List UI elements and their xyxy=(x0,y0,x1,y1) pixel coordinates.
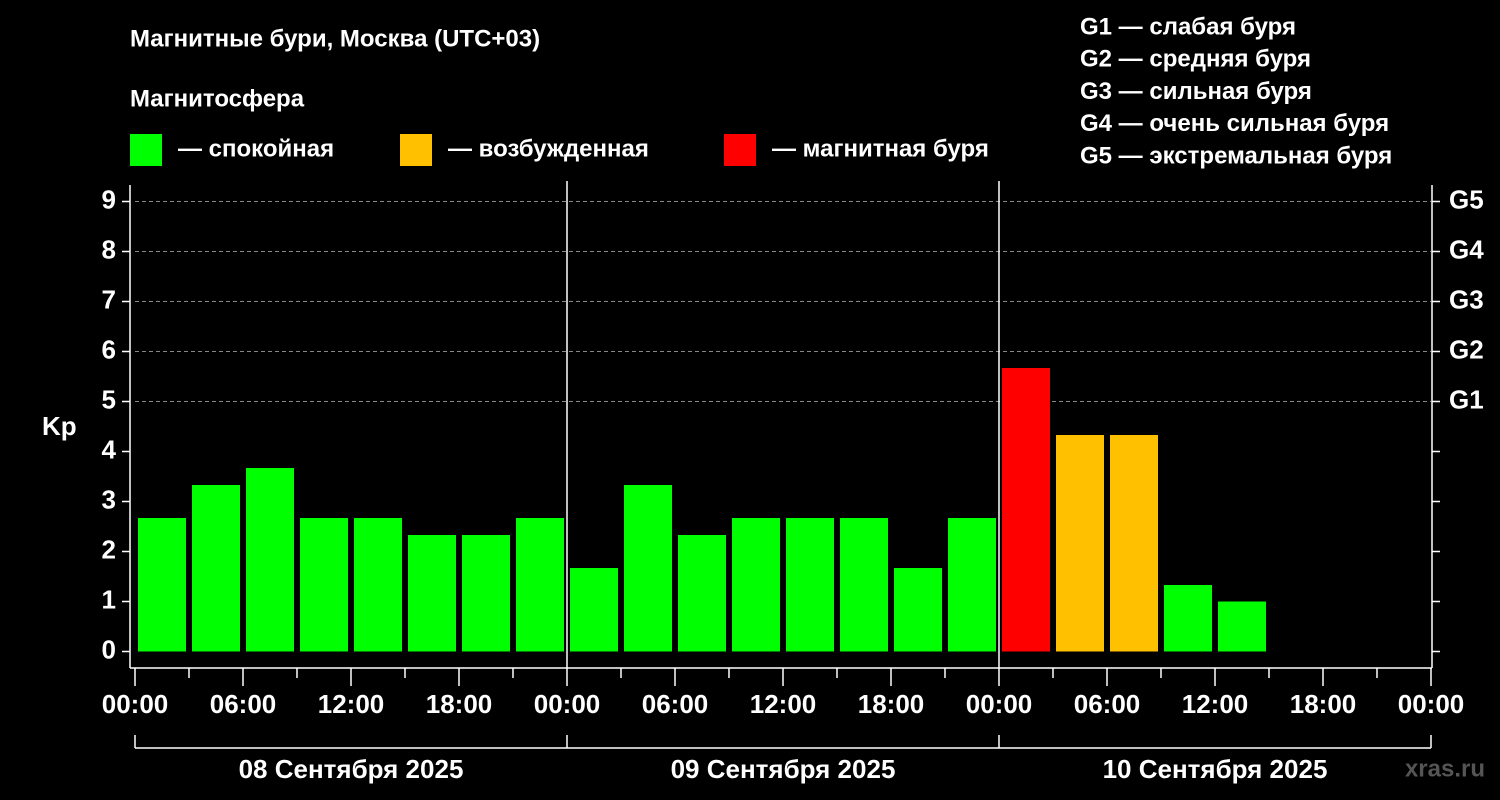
bar xyxy=(354,518,402,652)
bar xyxy=(300,518,348,652)
y-tick-label: 7 xyxy=(102,284,116,314)
y2-tick-label: G5 xyxy=(1449,184,1484,214)
legend-label: — возбужденная xyxy=(448,135,649,162)
day-label: 09 Сентября 2025 xyxy=(671,754,896,784)
bar xyxy=(408,535,456,652)
x-tick-label: 18:00 xyxy=(426,689,493,719)
y-tick-label: 0 xyxy=(102,634,116,664)
bar xyxy=(948,518,996,652)
watermark: xras.ru xyxy=(1405,755,1485,782)
bar xyxy=(1110,435,1158,652)
x-tick-label: 06:00 xyxy=(210,689,277,719)
y2-tick-label: G2 xyxy=(1449,334,1484,364)
y-axis-label: Kp xyxy=(42,411,77,441)
x-tick-label: 12:00 xyxy=(750,689,817,719)
bar xyxy=(516,518,564,652)
x-tick-label: 12:00 xyxy=(318,689,385,719)
bar xyxy=(1002,368,1050,652)
y2-tick-label: G3 xyxy=(1449,284,1484,314)
x-tick-label: 00:00 xyxy=(102,689,169,719)
legend-swatch xyxy=(130,134,162,166)
legend-swatch xyxy=(724,134,756,166)
bar xyxy=(570,568,618,652)
scale-legend-item: G5 — экстремальная буря xyxy=(1080,143,1392,170)
bar xyxy=(678,535,726,652)
bar xyxy=(786,518,834,652)
bar xyxy=(840,518,888,652)
y-tick-label: 2 xyxy=(102,534,116,564)
bar xyxy=(732,518,780,652)
bar xyxy=(246,468,294,652)
x-tick-label: 18:00 xyxy=(858,689,925,719)
scale-legend-item: G2 — средняя буря xyxy=(1080,46,1311,73)
y-tick-label: 3 xyxy=(102,484,116,514)
x-tick-label: 00:00 xyxy=(966,689,1033,719)
bar xyxy=(1164,585,1212,652)
legend-swatch xyxy=(400,134,432,166)
legend-title: Магнитосфера xyxy=(130,85,305,112)
x-tick-label: 06:00 xyxy=(1074,689,1141,719)
bar xyxy=(138,518,186,652)
day-label: 10 Сентября 2025 xyxy=(1103,754,1328,784)
y-tick-label: 6 xyxy=(102,334,116,364)
scale-legend-item: G1 — слабая буря xyxy=(1080,13,1296,40)
scale-legend-item: G4 — очень сильная буря xyxy=(1080,110,1389,137)
bar xyxy=(1218,601,1266,652)
x-tick-label: 00:00 xyxy=(534,689,601,719)
bar xyxy=(624,485,672,652)
y-tick-label: 8 xyxy=(102,234,116,264)
bar xyxy=(462,535,510,652)
bar xyxy=(1056,435,1104,652)
chart-title: Магнитные бури, Москва (UTC+03) xyxy=(130,25,540,52)
y-tick-label: 5 xyxy=(102,384,116,414)
legend-label: — спокойная xyxy=(178,135,334,162)
bar xyxy=(894,568,942,652)
x-tick-label: 06:00 xyxy=(642,689,709,719)
y2-tick-label: G4 xyxy=(1449,234,1484,264)
scale-legend-item: G3 — сильная буря xyxy=(1080,78,1312,105)
legend-label: — магнитная буря xyxy=(772,135,989,162)
y-tick-label: 4 xyxy=(102,434,117,464)
x-tick-label: 12:00 xyxy=(1182,689,1249,719)
x-tick-label: 00:00 xyxy=(1398,689,1465,719)
day-label: 08 Сентября 2025 xyxy=(239,754,464,784)
y2-tick-label: G1 xyxy=(1449,384,1484,414)
y-tick-label: 9 xyxy=(102,184,116,214)
bar xyxy=(192,485,240,652)
y-tick-label: 1 xyxy=(102,584,116,614)
x-tick-label: 18:00 xyxy=(1290,689,1357,719)
